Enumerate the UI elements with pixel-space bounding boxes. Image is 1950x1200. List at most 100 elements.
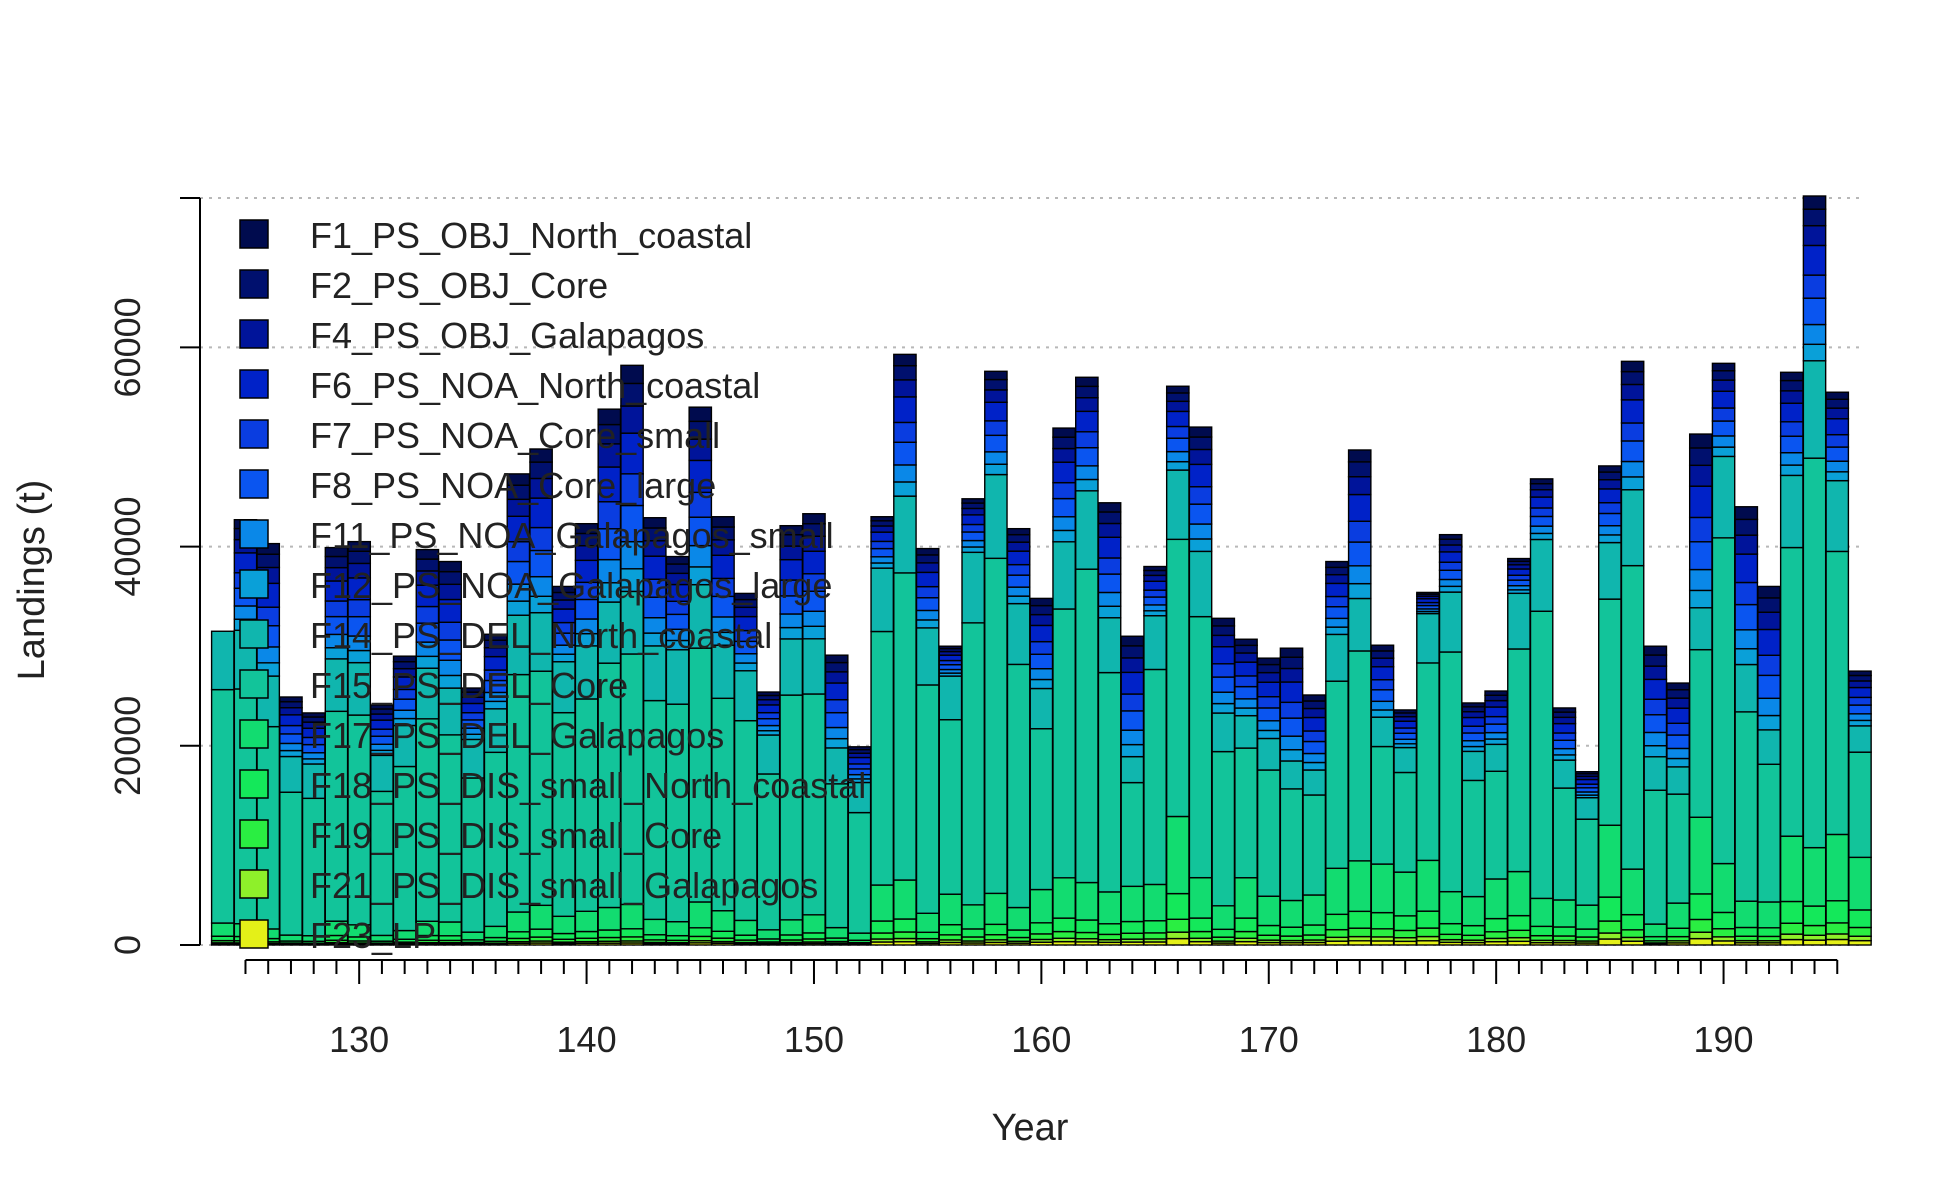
bar-segment: [1234, 644, 1258, 654]
bar-segment: [1643, 645, 1668, 656]
bar-segment: [1006, 663, 1031, 909]
bar-segment: [1552, 707, 1577, 713]
bar-segment: [870, 531, 895, 543]
bar-segment: [1438, 933, 1463, 941]
bar-segment: [1802, 224, 1827, 247]
bar-segment: [1097, 536, 1122, 559]
bar-segment: [1256, 934, 1281, 941]
bar-segment: [961, 551, 985, 624]
bar-segment: [733, 670, 758, 722]
bar-segment: [1393, 727, 1418, 734]
bar-segment: [1688, 516, 1713, 543]
bar-segment: [893, 572, 917, 881]
bar-segment: [1211, 928, 1236, 938]
bar-segment: [1234, 638, 1258, 647]
bar-segment: [1370, 650, 1395, 659]
bar-segment: [847, 811, 872, 934]
bar-segment: [1529, 525, 1554, 535]
bar-segment: [1461, 740, 1486, 748]
bar-segment: [1598, 541, 1622, 600]
bar-segment: [1575, 818, 1599, 906]
bar-segment: [279, 696, 303, 703]
bar-segment: [1325, 617, 1349, 628]
bar-segment: [1461, 895, 1486, 927]
bar-segment: [1052, 917, 1076, 933]
bar-segment: [893, 353, 917, 367]
bar-segment: [1165, 410, 1190, 428]
bar-segment: [1165, 815, 1190, 895]
bar-segment: [1211, 646, 1236, 665]
bar-segment: [1211, 676, 1236, 693]
bar-segment: [1484, 738, 1509, 746]
bar-segment: [1438, 538, 1463, 546]
bar-segment: [938, 934, 963, 941]
bar-segment: [1507, 579, 1531, 587]
bar-segment: [847, 932, 872, 941]
bar-segment: [1370, 644, 1395, 652]
bar-segment: [1188, 550, 1213, 618]
bar-segment: [1120, 781, 1145, 888]
bar-segment: [1666, 722, 1690, 736]
bar-segment: [1052, 427, 1076, 438]
bar-segment: [1211, 905, 1236, 931]
y-tick-label: 40000: [107, 497, 148, 597]
bar-segment: [688, 406, 713, 423]
bar-segment: [961, 531, 985, 542]
legend-swatch: [239, 569, 269, 599]
bar-segment: [961, 622, 985, 906]
bar-segment: [1643, 714, 1668, 734]
bar-segment: [1347, 520, 1372, 543]
bar-segment: [1848, 725, 1872, 753]
bar-segment: [984, 557, 1008, 895]
bar-segment: [984, 434, 1008, 453]
bar-segment: [1075, 410, 1099, 433]
bar-segment: [665, 555, 690, 565]
bar-segment: [1848, 909, 1872, 929]
bar-segment: [1825, 900, 1850, 924]
bar-segment: [1279, 656, 1304, 670]
bar-segment: [1688, 816, 1713, 895]
bar-segment: [847, 756, 872, 765]
bar-segment: [1188, 523, 1213, 540]
bar-segment: [1643, 756, 1668, 791]
bar-segment: [984, 401, 1008, 422]
bar-segment: [1120, 671, 1145, 695]
bar-segment: [984, 473, 1008, 560]
bar-segment: [1438, 569, 1463, 581]
bar-segment: [1802, 208, 1827, 227]
bar-segment: [1279, 667, 1304, 683]
bar-segment: [1052, 461, 1076, 484]
bar-segment: [779, 919, 804, 936]
bar-segment: [893, 464, 917, 483]
bar-segment: [1529, 532, 1554, 541]
bar-segment: [1461, 924, 1486, 937]
bar-segment: [1279, 926, 1304, 937]
bar-segment: [1461, 934, 1486, 941]
bar-segment: [1279, 701, 1304, 719]
bar-segment: [1757, 714, 1781, 731]
bar-segment: [1529, 489, 1554, 498]
bar-segment: [1666, 757, 1690, 768]
bar-segment: [1666, 682, 1690, 691]
bar-segment: [1370, 745, 1395, 865]
legend-label: F21_PS_DIS_small_Galapagos: [310, 865, 818, 906]
x-tick-label: 180: [1466, 1019, 1526, 1060]
bar-segment: [1029, 597, 1054, 607]
bar-segment: [915, 597, 940, 612]
bar-segment: [1620, 460, 1645, 478]
bar-segment: [1802, 939, 1827, 946]
bar-segment: [1802, 195, 1827, 210]
bar-segment: [1393, 929, 1418, 939]
bar-segment: [1598, 512, 1622, 527]
bar-segment: [1688, 607, 1713, 651]
bar-segment: [1256, 663, 1281, 674]
bar-segment: [1711, 370, 1736, 381]
bar-segment: [915, 571, 940, 588]
legend-swatch: [239, 869, 269, 899]
bar-segment: [1734, 603, 1759, 631]
bar-segment: [1757, 654, 1781, 677]
bar-segment: [870, 630, 895, 886]
bar-segment: [1620, 564, 1645, 870]
bar-segment: [1188, 436, 1213, 451]
bar-segment: [1825, 418, 1850, 436]
